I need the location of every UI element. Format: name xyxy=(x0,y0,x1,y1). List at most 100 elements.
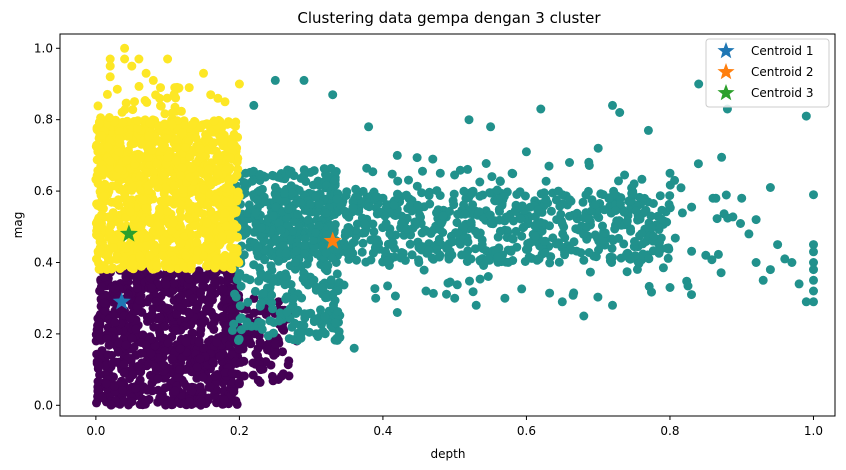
data-point xyxy=(159,170,169,180)
data-point xyxy=(257,324,267,334)
data-point xyxy=(153,385,163,395)
data-point xyxy=(280,188,289,198)
data-point xyxy=(665,191,675,201)
data-point xyxy=(221,325,231,335)
data-point xyxy=(576,248,586,258)
data-point xyxy=(196,144,205,154)
data-point xyxy=(311,192,321,202)
data-point xyxy=(193,247,202,256)
data-point xyxy=(503,257,513,267)
data-point xyxy=(554,257,564,267)
data-point xyxy=(213,93,223,103)
data-point xyxy=(105,72,115,82)
data-point xyxy=(278,241,288,250)
data-point xyxy=(224,175,234,185)
data-point xyxy=(594,213,604,223)
data-point xyxy=(167,354,177,363)
data-point xyxy=(545,258,555,268)
data-point xyxy=(181,337,191,347)
data-point xyxy=(612,216,622,226)
legend-star-icon xyxy=(717,84,735,101)
data-point xyxy=(249,100,259,110)
data-point xyxy=(474,207,484,217)
data-point xyxy=(128,182,138,192)
data-point xyxy=(569,237,579,247)
x-tick-label: 0.0 xyxy=(86,424,105,438)
data-point xyxy=(611,206,621,216)
data-point xyxy=(719,209,729,219)
x-tick-label: 0.8 xyxy=(660,424,679,438)
data-point xyxy=(388,238,398,248)
data-point xyxy=(607,258,617,267)
data-point xyxy=(322,230,331,240)
data-point xyxy=(380,211,390,221)
data-point xyxy=(483,254,493,264)
data-point xyxy=(330,220,340,229)
data-point xyxy=(163,256,173,266)
data-point xyxy=(134,81,144,91)
data-point xyxy=(152,159,162,169)
data-point xyxy=(330,175,340,185)
data-point xyxy=(637,174,647,184)
data-point xyxy=(118,396,128,406)
data-point xyxy=(663,253,673,263)
data-point xyxy=(176,303,186,313)
data-point xyxy=(656,214,666,224)
data-point xyxy=(171,326,180,336)
x-tick-label: 0.4 xyxy=(373,424,392,438)
data-point xyxy=(96,282,106,292)
data-point xyxy=(292,246,301,256)
data-point xyxy=(135,171,145,181)
data-point xyxy=(320,312,330,322)
data-point xyxy=(393,176,403,186)
data-point xyxy=(233,187,243,197)
data-point xyxy=(93,321,103,331)
data-point xyxy=(117,107,127,117)
data-point xyxy=(142,241,151,251)
data-point xyxy=(144,215,154,225)
data-point xyxy=(648,199,658,208)
data-point xyxy=(147,283,157,293)
data-point xyxy=(176,199,186,209)
data-point xyxy=(622,216,632,226)
data-point xyxy=(594,245,603,255)
data-point xyxy=(204,234,214,244)
data-point xyxy=(366,255,376,265)
data-point xyxy=(196,288,206,298)
data-point xyxy=(144,395,154,405)
data-point xyxy=(655,191,665,201)
y-tick-label: 0.2 xyxy=(34,327,53,341)
legend-label: Centroid 1 xyxy=(751,44,813,58)
data-point xyxy=(215,239,225,249)
data-point xyxy=(252,195,262,205)
data-point xyxy=(475,177,485,187)
data-point xyxy=(119,359,129,369)
data-point xyxy=(628,189,638,199)
data-point xyxy=(582,223,591,233)
data-point xyxy=(236,357,246,367)
data-point xyxy=(163,206,172,216)
data-point xyxy=(155,93,165,103)
data-point xyxy=(127,333,137,343)
data-point xyxy=(268,277,278,287)
data-point xyxy=(501,212,511,222)
data-point xyxy=(251,208,261,218)
data-point xyxy=(97,392,107,402)
data-point xyxy=(171,189,181,199)
data-point xyxy=(533,205,543,215)
data-point xyxy=(229,387,239,397)
data-point xyxy=(464,115,474,125)
data-point xyxy=(105,61,115,71)
data-point xyxy=(220,97,230,107)
data-point xyxy=(210,214,220,224)
data-point xyxy=(241,273,251,283)
centroid-3-star xyxy=(119,224,138,242)
data-point xyxy=(228,119,238,129)
data-point xyxy=(326,275,336,285)
data-point xyxy=(507,234,517,244)
data-point xyxy=(161,280,171,290)
data-point xyxy=(520,191,530,201)
data-point xyxy=(432,186,442,196)
data-point xyxy=(159,243,169,253)
data-point xyxy=(161,303,171,313)
